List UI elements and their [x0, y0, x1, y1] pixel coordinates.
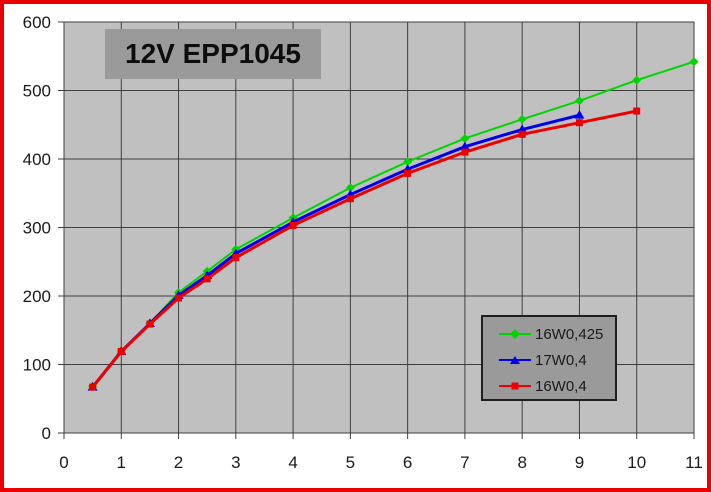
- legend-item: 16W0,425: [483, 321, 615, 347]
- diamond-marker-icon: [689, 57, 699, 67]
- diamond-marker-icon: [460, 133, 470, 143]
- square-marker-icon: [461, 148, 469, 156]
- x-tick-label: 0: [59, 453, 68, 472]
- x-tick-label: 4: [288, 453, 297, 472]
- legend-label: 17W0,4: [535, 351, 587, 369]
- diamond-marker-icon: [574, 96, 584, 106]
- legend-label: 16W0,4: [535, 377, 587, 395]
- legend-swatch: [499, 328, 531, 340]
- square-marker-icon: [117, 347, 125, 355]
- x-tick-label: 6: [403, 453, 412, 472]
- square-marker-icon: [346, 195, 354, 203]
- square-marker-icon: [203, 275, 211, 283]
- diamond-marker-icon: [632, 75, 642, 85]
- x-tick-label: 3: [231, 453, 240, 472]
- legend: 16W0,425 17W0,4 16W0,4: [481, 315, 617, 401]
- square-marker-icon: [633, 107, 641, 115]
- x-tick-label: 8: [517, 453, 526, 472]
- x-tick-label: 7: [460, 453, 469, 472]
- square-marker-icon: [511, 382, 519, 390]
- triangle-marker-icon: [510, 356, 520, 364]
- square-marker-icon: [175, 294, 183, 302]
- y-tick-label: 600: [23, 13, 51, 32]
- y-tick-label: 0: [42, 424, 51, 443]
- x-tick-label: 5: [346, 453, 355, 472]
- square-marker-icon: [289, 221, 297, 229]
- square-marker-icon: [518, 130, 526, 138]
- x-tick-label: 2: [174, 453, 183, 472]
- y-tick-label: 400: [23, 150, 51, 169]
- triangle-marker-icon: [574, 110, 585, 119]
- legend-swatch: [499, 380, 531, 392]
- square-marker-icon: [89, 383, 97, 391]
- legend-label: 16W0,425: [535, 325, 604, 343]
- x-tick-label: 11: [685, 453, 703, 472]
- y-tick-label: 100: [23, 356, 51, 375]
- square-marker-icon: [404, 169, 412, 177]
- triangle-marker-icon: [459, 141, 470, 151]
- y-tick-label: 200: [23, 287, 51, 306]
- diamond-marker-icon: [510, 329, 520, 339]
- y-tick-label: 300: [23, 219, 51, 238]
- square-marker-icon: [575, 119, 583, 127]
- diamond-marker-icon: [517, 114, 527, 124]
- diamond-marker-icon: [403, 157, 413, 167]
- y-tick-label: 500: [23, 82, 51, 101]
- legend-swatch: [499, 354, 531, 366]
- legend-item: 16W0,4: [483, 373, 615, 399]
- x-tick-label: 9: [575, 453, 584, 472]
- square-marker-icon: [232, 254, 240, 262]
- square-marker-icon: [146, 320, 154, 328]
- x-tick-label: 1: [117, 453, 126, 472]
- legend-item: 17W0,4: [483, 347, 615, 373]
- chart-title: 12V EPP1045: [105, 29, 321, 79]
- x-tick-label: 10: [627, 453, 646, 472]
- diamond-marker-icon: [345, 183, 355, 193]
